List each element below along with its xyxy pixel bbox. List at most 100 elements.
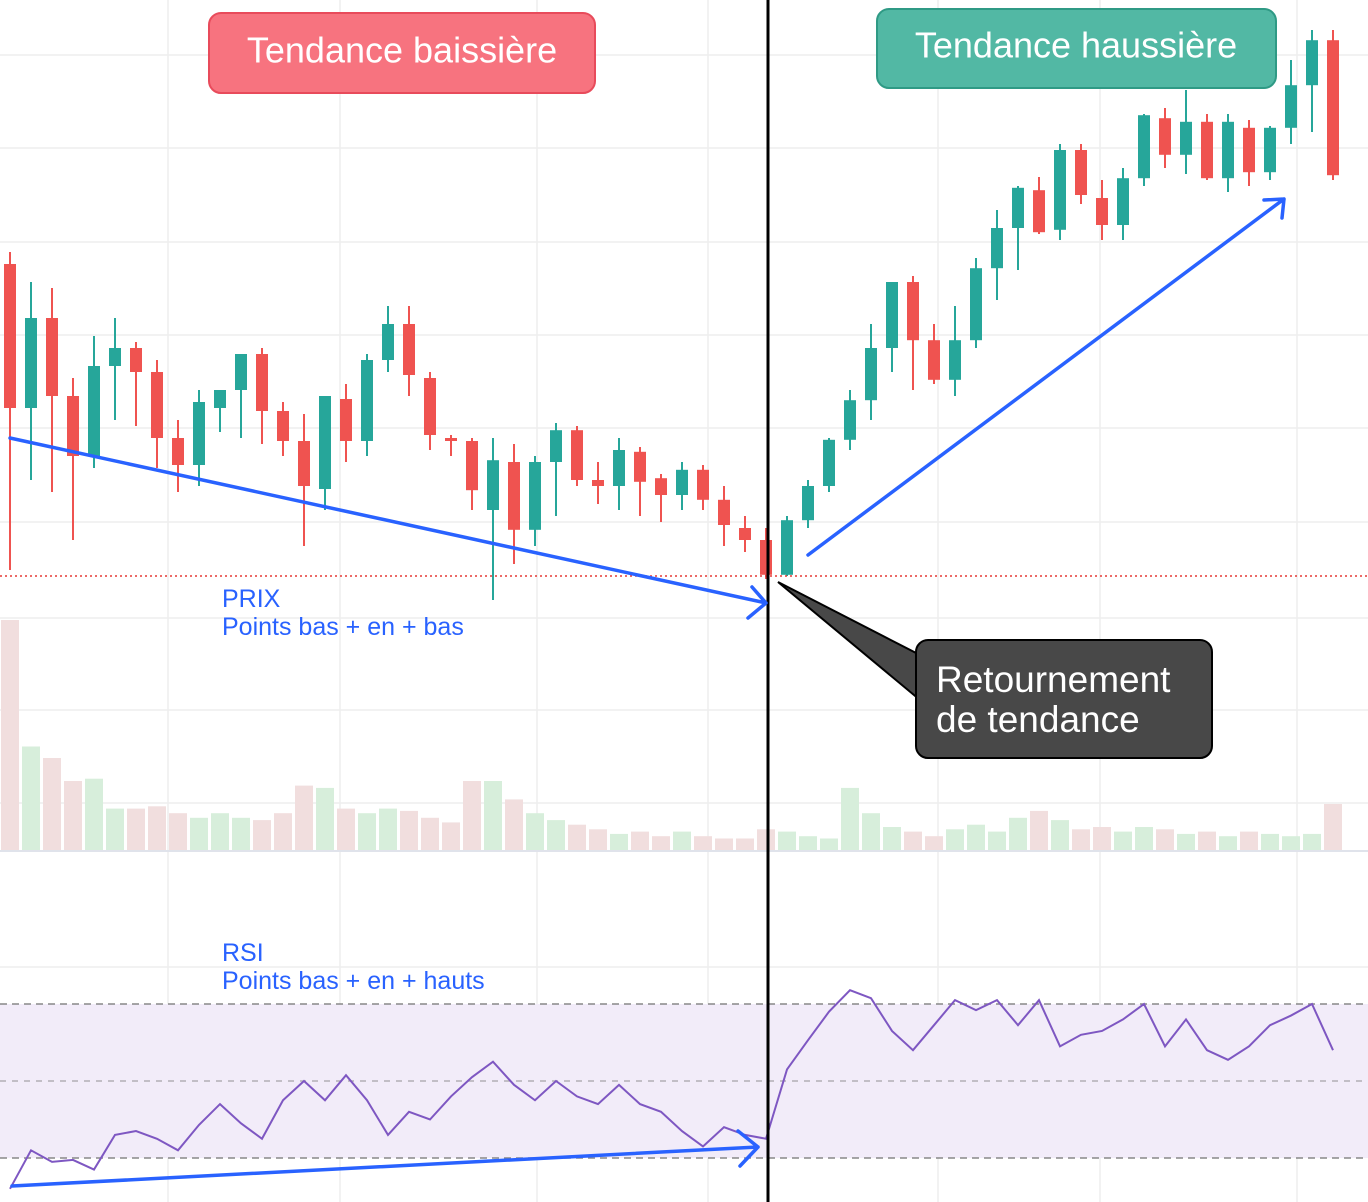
volume-bar (1009, 817, 1027, 850)
candles (4, 30, 1339, 600)
candle-body (130, 348, 142, 372)
volume-bar (1093, 827, 1111, 850)
candle-body (1159, 118, 1171, 155)
candle-body (403, 324, 415, 375)
candle-body (361, 360, 373, 441)
candle-body (1306, 40, 1318, 86)
trend-arrows (8, 197, 1286, 1188)
volume-bar (400, 810, 418, 850)
label: Tendance haussière (915, 25, 1237, 66)
candle-body (697, 469, 709, 500)
volume-bar (421, 817, 439, 850)
annotation: Points bas + en + hauts (222, 967, 485, 995)
candle-body (466, 441, 478, 491)
candle-body (214, 390, 226, 408)
candle-body (907, 282, 919, 341)
volume-bar (1177, 833, 1195, 850)
candle-body (1264, 127, 1276, 173)
callout-pointer (777, 581, 921, 703)
candle-body (445, 438, 457, 441)
candle-body (67, 396, 79, 456)
volume-bar (799, 836, 817, 850)
candle-body (319, 396, 331, 489)
volume-bar (64, 781, 82, 850)
candle-body (823, 439, 835, 486)
volume-bar (1114, 831, 1132, 850)
candle-body (739, 528, 751, 540)
volume-bar (967, 824, 985, 850)
volume-bar (715, 838, 733, 850)
candle-body (781, 520, 793, 575)
candle-body (382, 324, 394, 360)
candle-body (592, 480, 604, 486)
annotation: RSI (222, 939, 264, 967)
volume-bar (484, 781, 502, 850)
volume-bar (778, 831, 796, 850)
volume-bar (547, 820, 565, 850)
candle-body (1138, 115, 1150, 179)
volume-bar (274, 813, 292, 850)
volume-bar (295, 785, 313, 850)
volume-bar (694, 836, 712, 850)
candle-body (1054, 150, 1066, 230)
candle-body (1012, 187, 1024, 228)
volume-bar (505, 799, 523, 850)
volume-bar (1072, 829, 1090, 850)
candle-body (151, 372, 163, 438)
volume-bar (526, 813, 544, 850)
candle-body (88, 366, 100, 456)
volume-bar (568, 824, 586, 850)
volume-bar (1261, 833, 1279, 850)
volume-bar (43, 758, 61, 850)
volume-bar (925, 836, 943, 850)
volume-bar (190, 817, 208, 850)
volume-bar (946, 829, 964, 850)
candle-body (340, 399, 352, 441)
volume-bar (442, 822, 460, 850)
volume-bar (883, 827, 901, 850)
candle-body (1285, 85, 1297, 128)
volume-bar (463, 781, 481, 850)
volume-bar (589, 829, 607, 850)
candle-body (1033, 190, 1045, 233)
volume-bar (1135, 827, 1153, 850)
candle-body (193, 402, 205, 465)
volume-bar (337, 808, 355, 850)
volume-bar (169, 813, 187, 850)
annotation: PRIX (222, 585, 281, 613)
volume-bar (820, 838, 838, 850)
volume-bar (1051, 820, 1069, 850)
rsi-band (0, 1003, 1368, 1159)
candle-body (109, 348, 121, 366)
candle-body (1243, 127, 1255, 173)
candle-body (1096, 198, 1108, 225)
volume-bar (316, 787, 334, 850)
candle-body (424, 378, 436, 435)
candle-body (970, 268, 982, 341)
candle-body (991, 228, 1003, 269)
volume-bar (358, 813, 376, 850)
callout-box (915, 639, 1213, 759)
arrow (10, 1129, 760, 1188)
label-box (876, 8, 1277, 89)
candle-body (676, 469, 688, 495)
rsi-line (9, 988, 1334, 1190)
volume-bar (106, 808, 124, 850)
candle-body (487, 460, 499, 510)
volume-bar (904, 831, 922, 850)
candle-body (571, 430, 583, 480)
candle-body (1327, 40, 1339, 176)
label: Tendance baissière (247, 30, 557, 71)
volume-bar (988, 831, 1006, 850)
volume-bar (1198, 831, 1216, 850)
volume-bar (1156, 829, 1174, 850)
volume-bar (211, 813, 229, 850)
volume-bar (673, 831, 691, 850)
candle-body (655, 478, 667, 495)
candle-body (613, 450, 625, 486)
volume-bar (232, 817, 250, 850)
volume-bar (1240, 831, 1258, 850)
volume-bar (85, 778, 103, 850)
volume-bar (22, 746, 40, 850)
